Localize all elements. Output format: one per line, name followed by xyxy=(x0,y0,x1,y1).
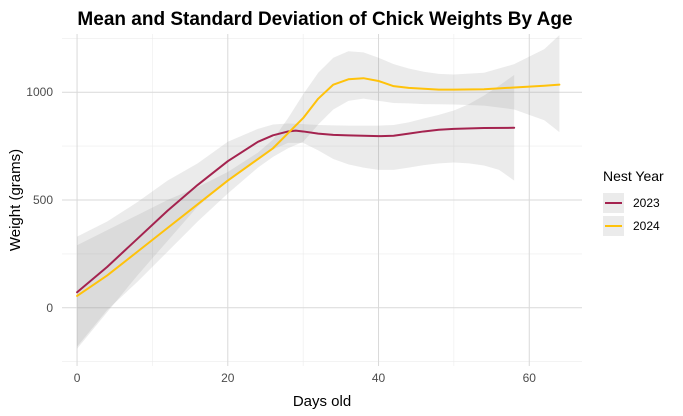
legend-label-2023: 2023 xyxy=(633,196,660,210)
series-lines xyxy=(76,77,561,297)
x-axis-ticks: 0 20 40 60 xyxy=(74,371,537,385)
x-tick-label: 40 xyxy=(372,371,386,385)
line-2024 xyxy=(76,77,561,297)
legend: Nest Year 2023 2024 xyxy=(603,168,664,236)
y-axis-ticks: 0 500 1000 xyxy=(26,85,53,315)
y-tick-label: 1000 xyxy=(26,85,53,99)
chart-title: Mean and Standard Deviation of Chick Wei… xyxy=(77,9,572,30)
x-tick-label: 20 xyxy=(221,371,235,385)
y-tick-label: 0 xyxy=(46,301,53,315)
line-2023 xyxy=(76,126,516,294)
y-axis-label: Weight (grams) xyxy=(7,149,24,251)
x-tick-label: 60 xyxy=(523,371,537,385)
legend-title: Nest Year xyxy=(603,168,664,184)
ribbon-2023 xyxy=(77,74,515,349)
x-tick-label: 0 xyxy=(74,371,81,385)
ribbons xyxy=(77,35,560,349)
grid-major xyxy=(62,34,582,366)
y-tick-label: 500 xyxy=(33,193,53,207)
x-axis-label: Days old xyxy=(293,393,351,410)
ribbon-2024 xyxy=(77,35,560,347)
legend-label-2024: 2024 xyxy=(633,219,660,233)
